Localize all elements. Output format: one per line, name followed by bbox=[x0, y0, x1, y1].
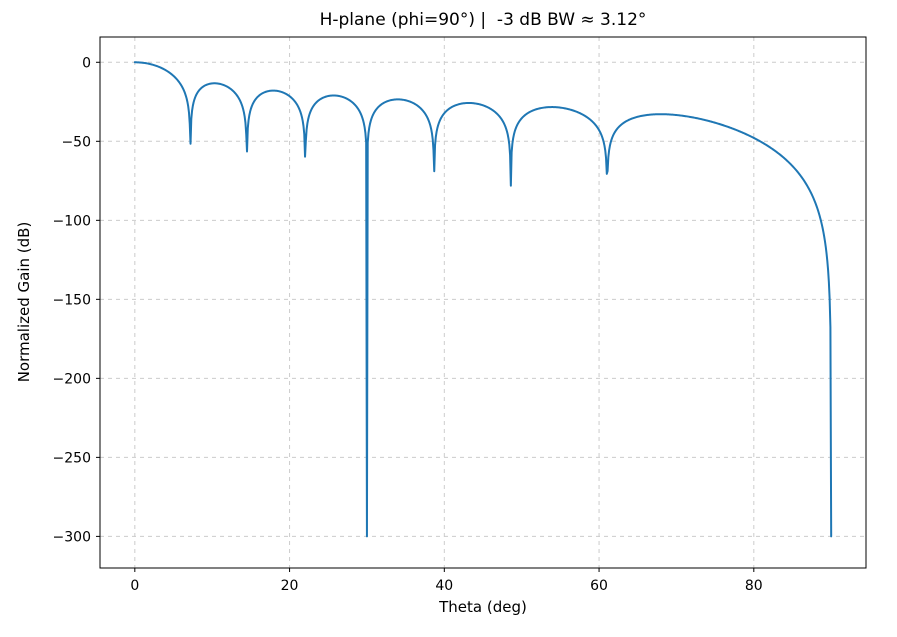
x-axis-label: Theta (deg) bbox=[439, 598, 527, 616]
x-tick-label: 40 bbox=[435, 578, 453, 594]
y-tick-label: 0 bbox=[82, 55, 91, 71]
axis-ticks bbox=[96, 61, 755, 572]
y-tick-label: −200 bbox=[53, 371, 91, 387]
x-tick-labels: 0 20 40 60 80 bbox=[130, 578, 762, 594]
y-tick-labels: 0 −50 −100 −150 −200 −250 −300 bbox=[53, 55, 91, 545]
pattern-line bbox=[133, 61, 833, 538]
grid-lines bbox=[100, 37, 866, 568]
y-tick-label: −250 bbox=[53, 450, 91, 466]
y-tick-label: −150 bbox=[53, 292, 91, 308]
x-tick-label: 20 bbox=[281, 578, 299, 594]
x-tick-label: 80 bbox=[745, 578, 763, 594]
y-tick-label: −50 bbox=[61, 134, 91, 150]
y-tick-label: −100 bbox=[53, 213, 91, 229]
x-tick-label: 60 bbox=[590, 578, 608, 594]
y-tick-label: −300 bbox=[53, 529, 91, 545]
axes-spines bbox=[99, 36, 867, 569]
x-tick-label: 0 bbox=[130, 578, 139, 594]
chart-title: H-plane (phi=90°) | -3 dB BW ≈ 3.12° bbox=[319, 10, 647, 30]
